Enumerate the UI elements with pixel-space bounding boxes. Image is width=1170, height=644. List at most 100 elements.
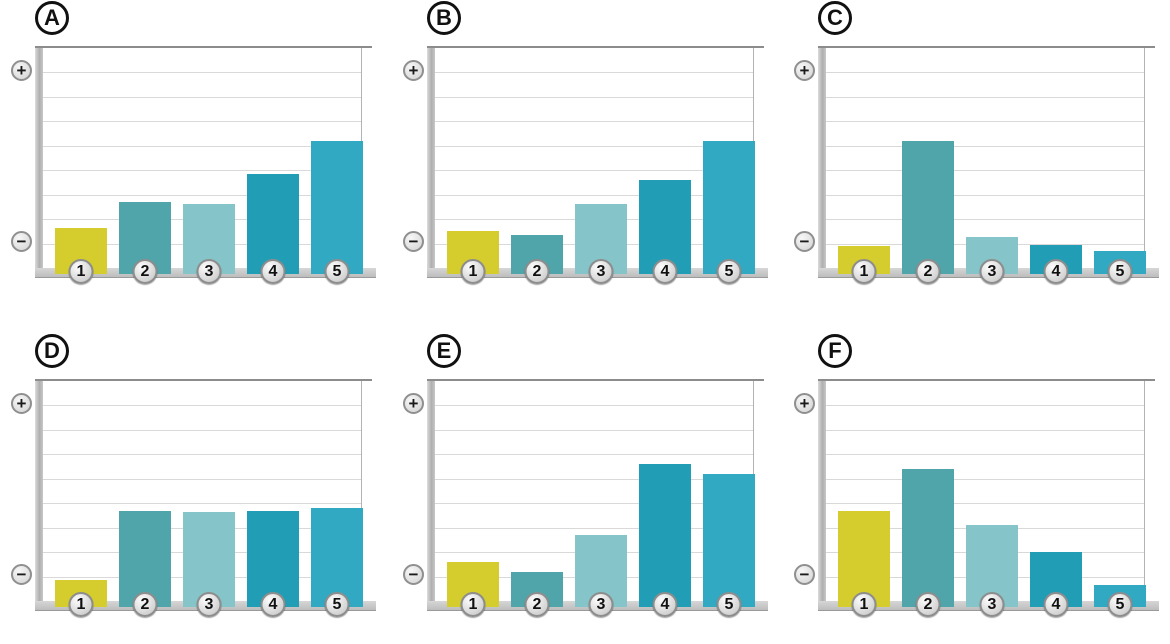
- plot-top-border: [818, 379, 1155, 381]
- bar-number-badge: 5: [716, 592, 742, 617]
- gridline: [826, 430, 1144, 431]
- gridline: [43, 72, 361, 73]
- bar-2: 2: [511, 235, 563, 284]
- bar-4: 4: [1030, 245, 1082, 284]
- plot-top-border: [427, 379, 764, 381]
- plot-area: 1 2 3 4 5: [427, 46, 772, 284]
- gridline: [43, 454, 361, 455]
- bar-number-badge: 1: [460, 259, 486, 284]
- panel-label-a: A: [35, 1, 69, 35]
- bar-5: 5: [703, 141, 755, 284]
- gridline: [435, 170, 753, 171]
- bar-1: 1: [447, 231, 499, 284]
- plus-circle-icon: +: [403, 60, 424, 81]
- gridline: [435, 479, 753, 480]
- bar-number-badge: 1: [851, 259, 877, 284]
- plus-circle-icon: +: [11, 393, 32, 414]
- bar-number-badge: 5: [716, 259, 742, 284]
- y-axis: [818, 46, 826, 277]
- plus-circle-icon: +: [11, 60, 32, 81]
- bar-5: 5: [703, 474, 755, 617]
- bar-5: 5: [1094, 251, 1146, 284]
- gridline: [435, 454, 753, 455]
- gridline: [43, 170, 361, 171]
- minus-circle-icon: −: [11, 564, 32, 585]
- panel-label-b: B: [427, 1, 461, 35]
- plot-canvas: 1 2 3 4 5: [435, 48, 755, 284]
- plot-area: 1 2 3 4 5: [427, 379, 772, 617]
- chart-panel-d: D + − 1 2 3 4 5: [8, 333, 390, 644]
- gridline: [826, 72, 1144, 73]
- panel-label-e: E: [427, 334, 461, 368]
- bar-3: 3: [575, 535, 627, 617]
- bar-number-badge: 4: [652, 592, 678, 617]
- gridline: [435, 195, 753, 196]
- plot-canvas: 1 2 3 4 5: [43, 381, 363, 617]
- gridline: [435, 97, 753, 98]
- panel-label-c: C: [818, 1, 852, 35]
- bar-5: 5: [311, 141, 363, 284]
- plot-area: 1 2 3 4 5: [818, 379, 1163, 617]
- bar-3: 3: [183, 204, 235, 284]
- bar-number-badge: 2: [524, 259, 550, 284]
- bar-1: 1: [55, 228, 107, 284]
- bar-number-badge: 2: [524, 592, 550, 617]
- gridline: [826, 479, 1144, 480]
- bar-number-badge: 4: [260, 592, 286, 617]
- bar-5: 5: [1094, 585, 1146, 617]
- panel-label-f: F: [818, 334, 852, 368]
- bar-number-badge: 4: [652, 259, 678, 284]
- bar-number-badge: 3: [588, 259, 614, 284]
- bar-4: 4: [247, 174, 299, 284]
- plot-area: 1 2 3 4 5: [35, 379, 380, 617]
- bar-3: 3: [966, 237, 1018, 284]
- bar-2: 2: [902, 469, 954, 617]
- chart-panel-c: C + − 1 2 3 4 5: [791, 0, 1170, 311]
- bar-number-badge: 1: [851, 592, 877, 617]
- chart-panel-b: B + − 1 2 3 4 5: [400, 0, 782, 311]
- bar-2: 2: [119, 511, 171, 617]
- gridline: [43, 195, 361, 196]
- bar-4: 4: [639, 180, 691, 284]
- chart-panel-f: F + − 1 2 3 4 5: [791, 333, 1170, 644]
- bar-2: 2: [119, 202, 171, 284]
- bar-1: 1: [838, 246, 890, 284]
- gridline: [435, 503, 753, 504]
- plus-circle-icon: +: [794, 60, 815, 81]
- bar-number-badge: 4: [260, 259, 286, 284]
- gridline: [826, 405, 1144, 406]
- gridline: [826, 121, 1144, 122]
- minus-circle-icon: −: [403, 564, 424, 585]
- gridline: [826, 219, 1144, 220]
- y-axis: [818, 379, 826, 610]
- bar-number-badge: 1: [68, 592, 94, 617]
- bar-2: 2: [902, 141, 954, 284]
- gridline: [43, 97, 361, 98]
- plot-top-border: [35, 46, 372, 48]
- bar-4: 4: [247, 511, 299, 617]
- gridline: [826, 97, 1144, 98]
- bar-number-badge: 2: [132, 592, 158, 617]
- bar-number-badge: 3: [979, 259, 1005, 284]
- bar-number-badge: 3: [196, 592, 222, 617]
- bar-number-badge: 1: [68, 259, 94, 284]
- plot-canvas: 1 2 3 4 5: [43, 48, 363, 284]
- gridline: [826, 146, 1144, 147]
- bar-number-badge: 5: [1107, 592, 1133, 617]
- plot-canvas: 1 2 3 4 5: [435, 381, 755, 617]
- plot-area: 1 2 3 4 5: [818, 46, 1163, 284]
- bar-3: 3: [966, 525, 1018, 617]
- bar-1: 1: [838, 511, 890, 617]
- gridline: [826, 170, 1144, 171]
- gridline: [43, 430, 361, 431]
- bar-3: 3: [575, 204, 627, 284]
- bar-number-badge: 5: [324, 592, 350, 617]
- bar-number-badge: 2: [132, 259, 158, 284]
- gridline: [435, 146, 753, 147]
- minus-circle-icon: −: [794, 564, 815, 585]
- bar-number-badge: 5: [324, 259, 350, 284]
- bar-1: 1: [447, 562, 499, 617]
- gridline: [435, 528, 753, 529]
- bar-number-badge: 2: [915, 592, 941, 617]
- gridline: [43, 121, 361, 122]
